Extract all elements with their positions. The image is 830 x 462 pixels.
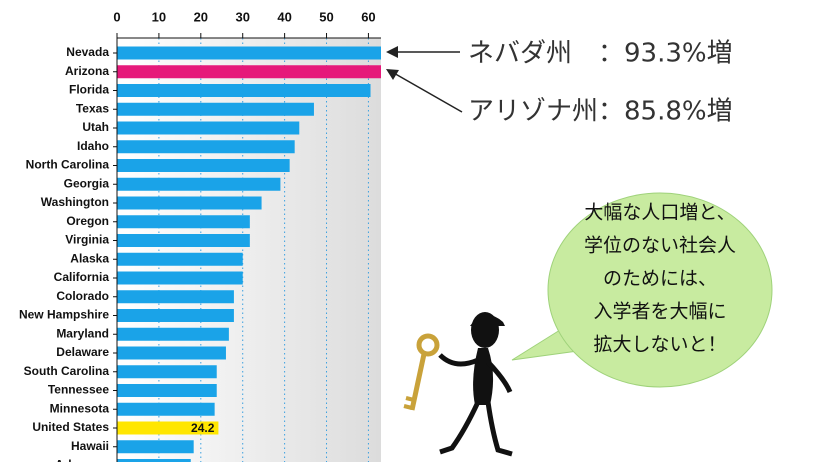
bar: [117, 365, 217, 379]
y-tick-label: Washington: [41, 195, 109, 209]
bar: [117, 271, 243, 285]
y-tick-label: United States: [32, 420, 109, 434]
y-tick-label: Virginia: [65, 233, 109, 247]
y-tick-label: Colorado: [56, 289, 109, 303]
y-tick-label: Oregon: [66, 214, 109, 228]
plot-background: [117, 38, 381, 462]
bar: [117, 459, 191, 462]
bar: [117, 402, 215, 416]
callout-text: 大幅な人口増と、: [584, 202, 735, 224]
y-tick-label: Utah: [82, 120, 109, 134]
x-tick-label: 50: [319, 9, 333, 24]
annotation: アリゾナ州：85.8%増: [468, 97, 733, 127]
callout-text: 入学者を大幅に: [593, 301, 726, 323]
bar: [117, 46, 381, 60]
y-tick-label: New Hampshire: [19, 308, 109, 322]
y-tick-label: Florida: [69, 83, 109, 97]
x-tick-label: 0: [113, 9, 120, 24]
bar: [117, 84, 371, 97]
bar: [117, 177, 281, 191]
bar: [117, 384, 217, 397]
y-tick-label: Nevada: [66, 45, 109, 59]
arrowhead: [386, 46, 398, 58]
arrowhead: [386, 69, 399, 80]
y-tick-label: Arkansas: [55, 458, 109, 462]
bar: [117, 215, 250, 229]
callout-text: 学位のない社会人: [584, 235, 736, 257]
bar: [117, 234, 250, 247]
speech-bubble: [547, 192, 773, 388]
y-tick-label: Idaho: [77, 139, 109, 153]
bar: [117, 440, 194, 454]
y-tick-label: California: [54, 270, 110, 284]
y-tick-label: North Carolina: [26, 158, 110, 172]
x-tick-label: 40: [277, 9, 291, 24]
y-tick-label: Texas: [76, 101, 109, 115]
bar: [117, 309, 234, 322]
x-tick-label: 30: [235, 9, 249, 24]
data-label: 24.2: [191, 421, 215, 435]
annotation: ネバダ州 ：93.3%増: [468, 39, 733, 69]
x-tick-label: 60: [361, 9, 375, 24]
bar: [117, 346, 226, 360]
callout-text: 拡大しないと！: [593, 334, 726, 356]
y-tick-label: Alaska: [70, 251, 109, 265]
y-tick-label: Delaware: [56, 345, 109, 359]
y-tick-label: Georgia: [64, 176, 110, 190]
figure-with-key: [403, 312, 513, 457]
arrow: [391, 71, 463, 113]
x-tick-label: 10: [152, 9, 166, 24]
y-tick-label: Maryland: [56, 326, 109, 340]
callout-text: のためには、: [603, 268, 717, 290]
bar: [117, 102, 314, 116]
bar: [117, 140, 295, 154]
bar: [117, 196, 262, 210]
y-tick-label: Tennessee: [48, 383, 109, 397]
bar: [117, 421, 219, 435]
y-tick-label: Minnesota: [50, 401, 110, 415]
y-tick-label: Arizona: [65, 64, 109, 78]
bar: [117, 159, 290, 172]
bar: [117, 327, 229, 341]
y-tick-label: Hawaii: [71, 439, 109, 453]
bar: [117, 290, 234, 304]
y-tick-label: South Carolina: [24, 364, 110, 378]
x-tick-label: 20: [194, 9, 208, 24]
bar: [117, 252, 243, 266]
bar: [117, 121, 300, 135]
bar: [117, 65, 381, 79]
